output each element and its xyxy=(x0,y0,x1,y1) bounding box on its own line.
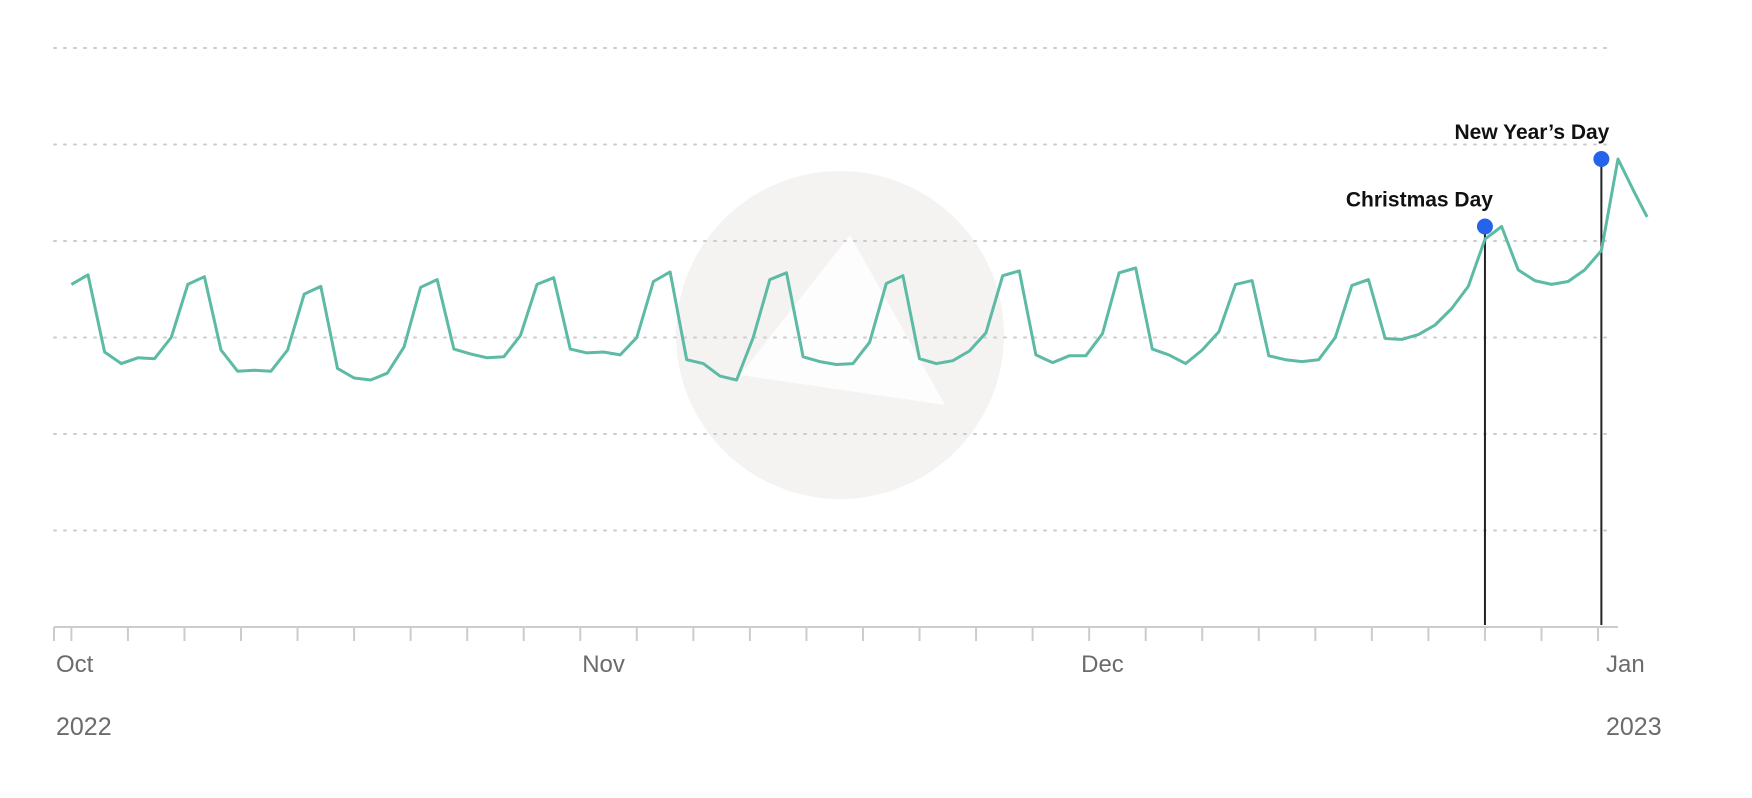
annotation-marker xyxy=(1476,218,1493,235)
watermark-logo xyxy=(676,171,1004,499)
annotation-label: New Year’s Day xyxy=(1454,121,1609,144)
gridlines xyxy=(53,47,1613,532)
annotation-label: Christmas Day xyxy=(1346,189,1493,212)
series-line xyxy=(70,157,1649,382)
labels: Oct Nov Dec Jan 2022 2023 Christmas Day New Yea… xyxy=(56,121,1662,741)
series-group xyxy=(70,157,1649,382)
year-label: 2023 xyxy=(1606,713,1662,741)
annotation-lines xyxy=(1483,158,1603,625)
x-tick-label: Dec xyxy=(1081,651,1124,678)
x-tick-label: Oct xyxy=(56,651,94,678)
year-label: 2022 xyxy=(56,713,112,741)
x-tick-label: Jan xyxy=(1606,651,1645,678)
annotation-marker xyxy=(1593,150,1610,167)
annotation-markers xyxy=(1476,150,1610,235)
x-tick-label: Nov xyxy=(582,651,625,678)
x-axis xyxy=(53,626,1618,641)
